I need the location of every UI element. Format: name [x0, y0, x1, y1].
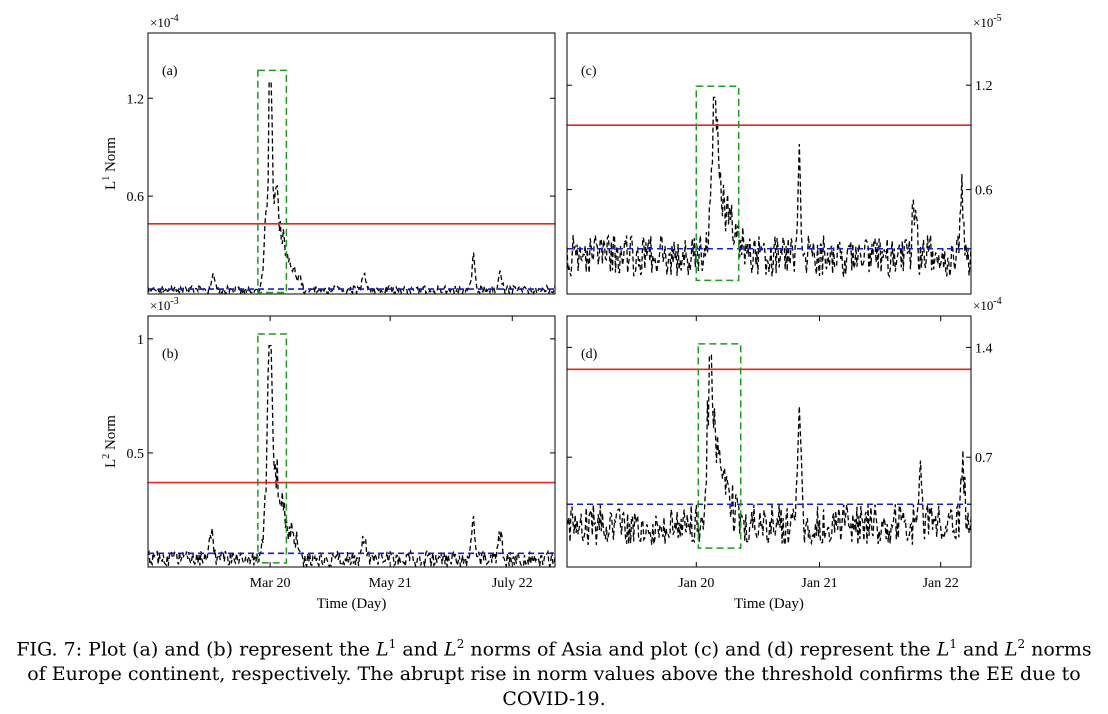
event-highlight-box [695, 85, 740, 282]
y-axis-label: L1 Norm [101, 137, 119, 190]
axes-frame [147, 315, 556, 568]
axes-frame [147, 32, 556, 295]
axis-exponent-label: ×10-3 [150, 296, 179, 313]
signal-series-line [567, 96, 971, 279]
axis-exponent-label: ×10-5 [973, 13, 1002, 30]
panel-c: 0.6 1.2 ×10-5 (c) [566, 13, 1002, 295]
y-axis-label-rest: Norm [103, 415, 119, 454]
event-highlight-box [257, 333, 288, 564]
caption-norm-l2-b: L [1004, 638, 1018, 661]
event-highlight-box [257, 69, 288, 294]
x-tick-label: Jan 21 [801, 576, 837, 591]
y-tick-label: 0.6 [975, 184, 993, 199]
panel-d: 0.7 1.4 Jan 20 Jan 21 Jan 22 Time (Day) ×10-4 (… [566, 296, 1002, 612]
x-tick-label: Jan 22 [923, 576, 959, 591]
panel-label: (c) [581, 64, 597, 79]
axis-exponent-power: -5 [993, 13, 1001, 24]
signal-series-line [148, 81, 555, 294]
signal-series-line [567, 354, 971, 546]
y-axis-label: L2 Norm [101, 415, 119, 468]
panel-label: (b) [162, 347, 179, 362]
event-highlight-box [697, 343, 742, 549]
figure-caption: FIG. 7: Plot (a) and (b) represent the L… [8, 632, 1100, 712]
y-axis-label-base: L [103, 181, 119, 190]
panel-a: 0.6 1.2 ×10-4 (a) L1 Norm [101, 13, 556, 295]
caption-sup-2: 2 [456, 637, 465, 651]
y-tick-label: 1.2 [975, 79, 993, 94]
panel-label: (d) [581, 347, 598, 362]
axis-exponent-power: -3 [170, 296, 178, 307]
axes-frame [566, 32, 972, 295]
y-tick-label: 1 [137, 333, 144, 348]
caption-and-1: and [402, 638, 439, 661]
panel-label: (a) [162, 64, 178, 79]
caption-and-2: and [963, 638, 999, 661]
axes-frame [566, 315, 972, 568]
y-axis-label-sup: 2 [101, 454, 112, 459]
y-axis-label-base: L [103, 459, 119, 468]
y-axis-label-sup: 1 [101, 176, 112, 181]
y-tick-label: 1.2 [127, 92, 145, 107]
x-tick-label: July 22 [492, 576, 533, 591]
caption-sup-1: 1 [388, 637, 397, 651]
caption-norm-l1: L [376, 638, 389, 661]
y-axis-label-rest: Norm [103, 137, 119, 176]
x-axis-label: Time (Day) [317, 596, 387, 612]
caption-prefix: FIG. 7: [16, 638, 83, 661]
caption-sup-1-b: 1 [949, 637, 957, 651]
y-tick-label: 0.5 [127, 447, 145, 462]
caption-norm-l1-b: L [936, 638, 950, 661]
y-tick-label: 0.7 [975, 451, 993, 466]
axis-exponent-power: -4 [170, 13, 178, 24]
x-tick-label: May 21 [369, 576, 412, 591]
axis-exponent-label: ×10-4 [150, 13, 179, 30]
x-axis-label: Time (Day) [734, 596, 804, 612]
panel-b: 0.5 1 Mar 20 May 21 July 22 Time (Day) ×10-3 (b… [101, 296, 556, 612]
caption-text-3: norms of Europe continent, respectively.… [27, 638, 1092, 711]
y-tick-label: 1.4 [975, 341, 993, 356]
x-tick-label: Mar 20 [250, 576, 291, 591]
y-tick-label: 0.6 [127, 190, 145, 205]
caption-text-1: Plot (a) and (b) represent the [88, 638, 370, 661]
x-tick-label: Jan 20 [678, 576, 714, 591]
caption-sup-2-b: 2 [1017, 637, 1026, 651]
axis-exponent-power: -4 [993, 296, 1001, 307]
caption-text-2: norms of Asia and plot (c) and (d) repre… [470, 638, 931, 661]
axis-exponent-label: ×10-4 [973, 296, 1002, 313]
signal-series-line [148, 345, 555, 567]
caption-norm-l2: L [444, 638, 457, 661]
